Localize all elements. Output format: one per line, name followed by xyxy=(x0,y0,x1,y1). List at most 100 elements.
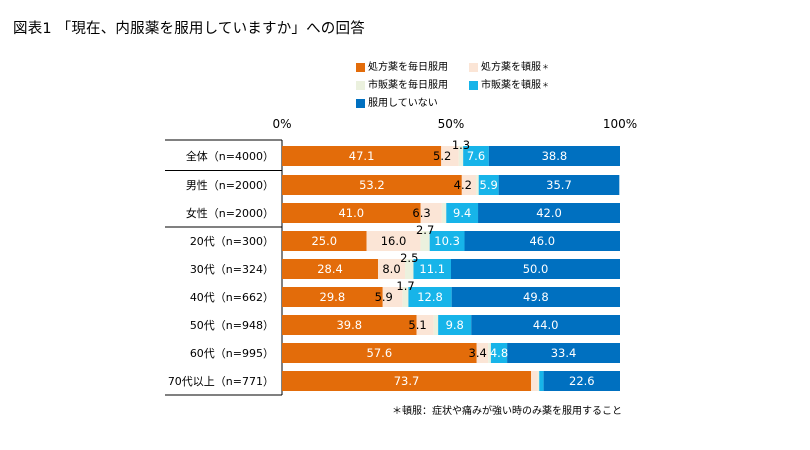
bar-segment xyxy=(433,315,439,335)
data-label: 46.0 xyxy=(529,234,555,248)
bar-segment xyxy=(478,175,499,195)
category-label: 20代（n=300） xyxy=(190,235,274,248)
data-label: 28.4 xyxy=(317,262,343,276)
legend-asterisk: ＊ xyxy=(542,81,549,89)
data-label: 9.4 xyxy=(453,206,471,220)
bar-segment xyxy=(476,343,489,363)
bar-segment xyxy=(461,175,477,195)
data-label: 11.1 xyxy=(419,262,445,276)
data-label: 4.2 xyxy=(454,178,472,192)
bar-segment xyxy=(438,315,472,335)
category-label: 60代（n=995） xyxy=(190,347,274,360)
category-label: 40代（n=662） xyxy=(190,291,274,304)
data-label: 1.3 xyxy=(452,138,470,152)
legend-item-rx-daily: 処方薬を毎日服用 xyxy=(356,62,448,73)
data-label: 5.2 xyxy=(433,149,451,163)
bar-segment xyxy=(471,315,620,335)
bar-segment xyxy=(451,287,620,307)
bar-segment xyxy=(282,371,532,391)
legend-item-rx-asneeded: 処方薬を頓服 ＊ xyxy=(469,62,549,73)
legend-swatch-rx-daily xyxy=(356,63,365,72)
data-label: 47.1 xyxy=(349,149,375,163)
category-label: 70代以上（n=771） xyxy=(168,375,274,388)
bar-segment xyxy=(382,287,403,307)
data-label: 35.7 xyxy=(546,178,572,192)
data-label: 5.9 xyxy=(375,290,393,304)
bar-segment xyxy=(490,343,508,363)
data-label: 49.8 xyxy=(523,290,549,304)
bar-segment xyxy=(282,231,367,251)
bar-segment xyxy=(451,259,620,279)
data-label: 6.3 xyxy=(412,206,430,220)
data-label: 12.8 xyxy=(417,290,443,304)
data-label: 38.8 xyxy=(542,149,568,163)
bar-segment xyxy=(429,231,465,251)
category-label: 男性（n=2000） xyxy=(186,178,274,192)
bar-segment xyxy=(282,343,477,363)
legend-swatch-otc-daily xyxy=(356,81,365,90)
bar-segment xyxy=(408,287,452,307)
bar-segment xyxy=(420,231,430,251)
bar-segment xyxy=(537,371,540,391)
legend-label-rx-asneeded: 処方薬を頓服 xyxy=(481,62,541,73)
bar-segment xyxy=(282,259,378,279)
data-label: 8.0 xyxy=(382,262,400,276)
data-label: 57.6 xyxy=(367,346,393,360)
bar-segment xyxy=(282,315,417,335)
data-label: 1.7 xyxy=(396,279,414,293)
bar-segment xyxy=(498,175,620,195)
bar-segment xyxy=(539,371,544,391)
data-label: 22.6 xyxy=(569,374,595,388)
legend-item-otc-asneeded: 市販薬を頓服 ＊ xyxy=(469,80,549,91)
bar-segment xyxy=(282,287,383,307)
data-label: 9.8 xyxy=(446,318,464,332)
data-label: 44.0 xyxy=(533,318,559,332)
data-label: 16.0 xyxy=(381,234,407,248)
legend-label-otc-asneeded: 市販薬を頓服 xyxy=(481,80,541,91)
bar-segment xyxy=(413,259,451,279)
data-label: 10.3 xyxy=(434,234,460,248)
legend-label-otc-daily: 市販薬を毎日服用 xyxy=(368,80,448,91)
data-label: 3.4 xyxy=(469,346,487,360)
bar-segment xyxy=(543,371,620,391)
data-label: 7.6 xyxy=(467,149,485,163)
legend-asterisk: ＊ xyxy=(542,63,549,71)
bar-segment xyxy=(441,203,447,223)
category-label: 50代（n=948） xyxy=(190,319,274,332)
bar-segment xyxy=(488,343,491,363)
bar-segment xyxy=(405,259,414,279)
footnote: ＊頓服：症状や痛みが強い時のみ薬を服用すること xyxy=(392,406,622,417)
legend-item-none: 服用していない xyxy=(356,98,438,109)
category-label: 全体（n=4000） xyxy=(186,149,274,163)
legend-item-otc-daily: 市販薬を毎日服用 xyxy=(356,80,448,91)
legend-label-rx-daily: 処方薬を毎日服用 xyxy=(368,62,448,73)
data-label: 50.0 xyxy=(523,262,549,276)
x-tick-label: 50% xyxy=(438,117,465,131)
data-label: 4.8 xyxy=(490,346,508,360)
bar-segment xyxy=(488,146,620,166)
bar-segment xyxy=(366,231,421,251)
x-tick-label: 0% xyxy=(272,117,291,131)
data-label: 33.4 xyxy=(551,346,577,360)
bar-segment xyxy=(377,259,406,279)
category-label: 30代（n=324） xyxy=(190,263,274,276)
bar-segment xyxy=(458,146,464,166)
x-tick-label: 100% xyxy=(603,117,637,131)
bar-segment xyxy=(441,146,459,166)
bar-segment xyxy=(402,287,409,307)
data-label: 53.2 xyxy=(359,178,385,192)
legend-label-none: 服用していない xyxy=(368,98,438,109)
bar-segment xyxy=(416,315,434,335)
bar-segment xyxy=(420,203,442,223)
data-label: 39.8 xyxy=(336,318,362,332)
bar-segment xyxy=(282,203,421,223)
chart-title: 図表1 「現在、内服薬を服用していますか」への回答 xyxy=(13,21,365,37)
data-label: 29.8 xyxy=(320,290,346,304)
bar-segment xyxy=(476,175,479,195)
category-label: 女性（n=2000） xyxy=(186,206,274,220)
legend-swatch-rx-asneeded xyxy=(469,63,478,72)
data-label: 73.7 xyxy=(394,374,420,388)
legend-swatch-otc-asneeded xyxy=(469,81,478,90)
bar-segment xyxy=(446,203,479,223)
